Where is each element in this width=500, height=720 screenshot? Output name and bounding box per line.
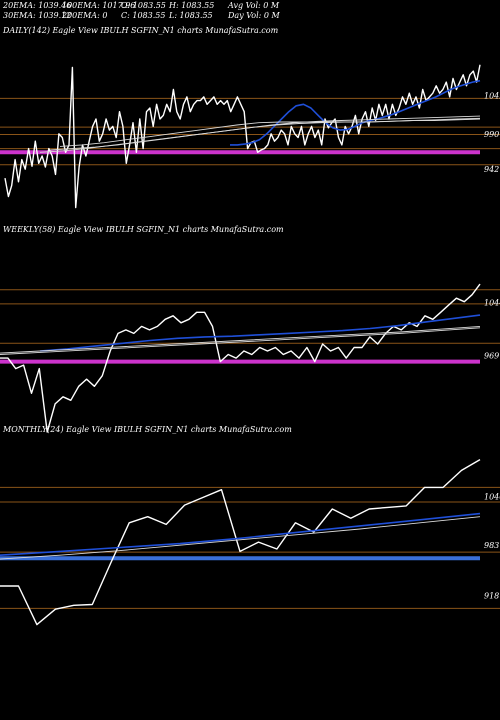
header-ema200: 200EMA: 0 — [62, 11, 108, 20]
weekly-title: WEEKLY(58) Eagle View IBULH SGFIN_N1 cha… — [3, 225, 284, 234]
header-ema100: 100EMA: 1017.96 — [62, 1, 136, 10]
weekly-price-line — [0, 283, 481, 433]
daily-ema-line-4 — [59, 117, 481, 147]
monthly-price-line — [0, 458, 481, 626]
weekly-ema-line-2 — [0, 327, 481, 355]
header-high: H: 1083.55 — [169, 1, 215, 10]
monthly-y-tick-label-2: 918 — [484, 591, 499, 600]
daily-ema-line-1 — [230, 79, 481, 146]
daily-title: DAILY(142) Eagle View IBULH SGFIN_N1 cha… — [2, 26, 279, 35]
monthly-title: MONTHLY(24) Eagle View IBULH SGFIN_N1 ch… — [2, 425, 292, 434]
weekly-y-tick-label-0: 1044 — [484, 298, 500, 307]
header-ema20: 20EMA: 1039.46 — [3, 1, 72, 10]
header-open: O: 1083.55 — [121, 1, 166, 10]
header-avg-vol: Avg Vol: 0 M — [228, 1, 280, 10]
header-ema30: 30EMA: 1039.12 — [3, 11, 72, 20]
header-close: C: 1083.55 — [121, 11, 166, 20]
monthly-ema-line-2 — [0, 516, 481, 560]
monthly-y-tick-label-1: 983 — [484, 541, 499, 550]
daily-y-tick-label-0: 1042 — [484, 91, 500, 100]
header-low: L: 1083.55 — [169, 11, 213, 20]
monthly-y-tick-label-0: 1046 — [484, 493, 500, 502]
daily-y-tick-label-1: 990 — [484, 130, 499, 139]
daily-y-tick-label-2: 942 — [484, 165, 499, 174]
weekly-ema-line-3 — [0, 325, 481, 354]
daily-price-line — [4, 64, 481, 209]
weekly-ema-line-1 — [39, 314, 481, 352]
header-day-vol: Day Vol: 0 M — [228, 11, 280, 20]
monthly-ema-line-1 — [0, 512, 481, 556]
weekly-y-tick-label-1: 969 — [484, 351, 499, 360]
